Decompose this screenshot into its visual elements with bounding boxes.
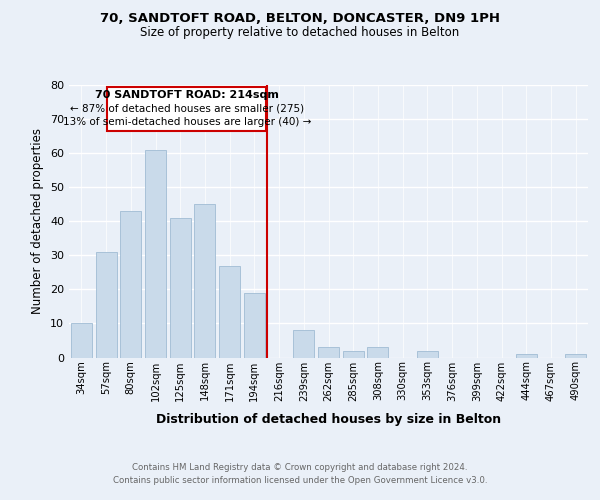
- Text: Contains public sector information licensed under the Open Government Licence v3: Contains public sector information licen…: [113, 476, 487, 485]
- Bar: [343, 350, 364, 358]
- Bar: [219, 266, 240, 358]
- Bar: [516, 354, 537, 358]
- Text: ← 87% of detached houses are smaller (275): ← 87% of detached houses are smaller (27…: [70, 104, 304, 114]
- Text: 70 SANDTOFT ROAD: 214sqm: 70 SANDTOFT ROAD: 214sqm: [95, 90, 279, 100]
- Text: Contains HM Land Registry data © Crown copyright and database right 2024.: Contains HM Land Registry data © Crown c…: [132, 462, 468, 471]
- Bar: [194, 204, 215, 358]
- Bar: [170, 218, 191, 358]
- Text: Distribution of detached houses by size in Belton: Distribution of detached houses by size …: [156, 412, 502, 426]
- Bar: [71, 324, 92, 358]
- Bar: [293, 330, 314, 357]
- Bar: [367, 348, 388, 358]
- Bar: [244, 293, 265, 358]
- Bar: [417, 350, 438, 358]
- Bar: [107, 86, 266, 131]
- Bar: [145, 150, 166, 358]
- Text: 13% of semi-detached houses are larger (40) →: 13% of semi-detached houses are larger (…: [62, 117, 311, 127]
- Text: 70, SANDTOFT ROAD, BELTON, DONCASTER, DN9 1PH: 70, SANDTOFT ROAD, BELTON, DONCASTER, DN…: [100, 12, 500, 26]
- Bar: [318, 348, 339, 358]
- Bar: [120, 211, 141, 358]
- Bar: [95, 252, 116, 358]
- Y-axis label: Number of detached properties: Number of detached properties: [31, 128, 44, 314]
- Bar: [565, 354, 586, 358]
- Text: Size of property relative to detached houses in Belton: Size of property relative to detached ho…: [140, 26, 460, 39]
